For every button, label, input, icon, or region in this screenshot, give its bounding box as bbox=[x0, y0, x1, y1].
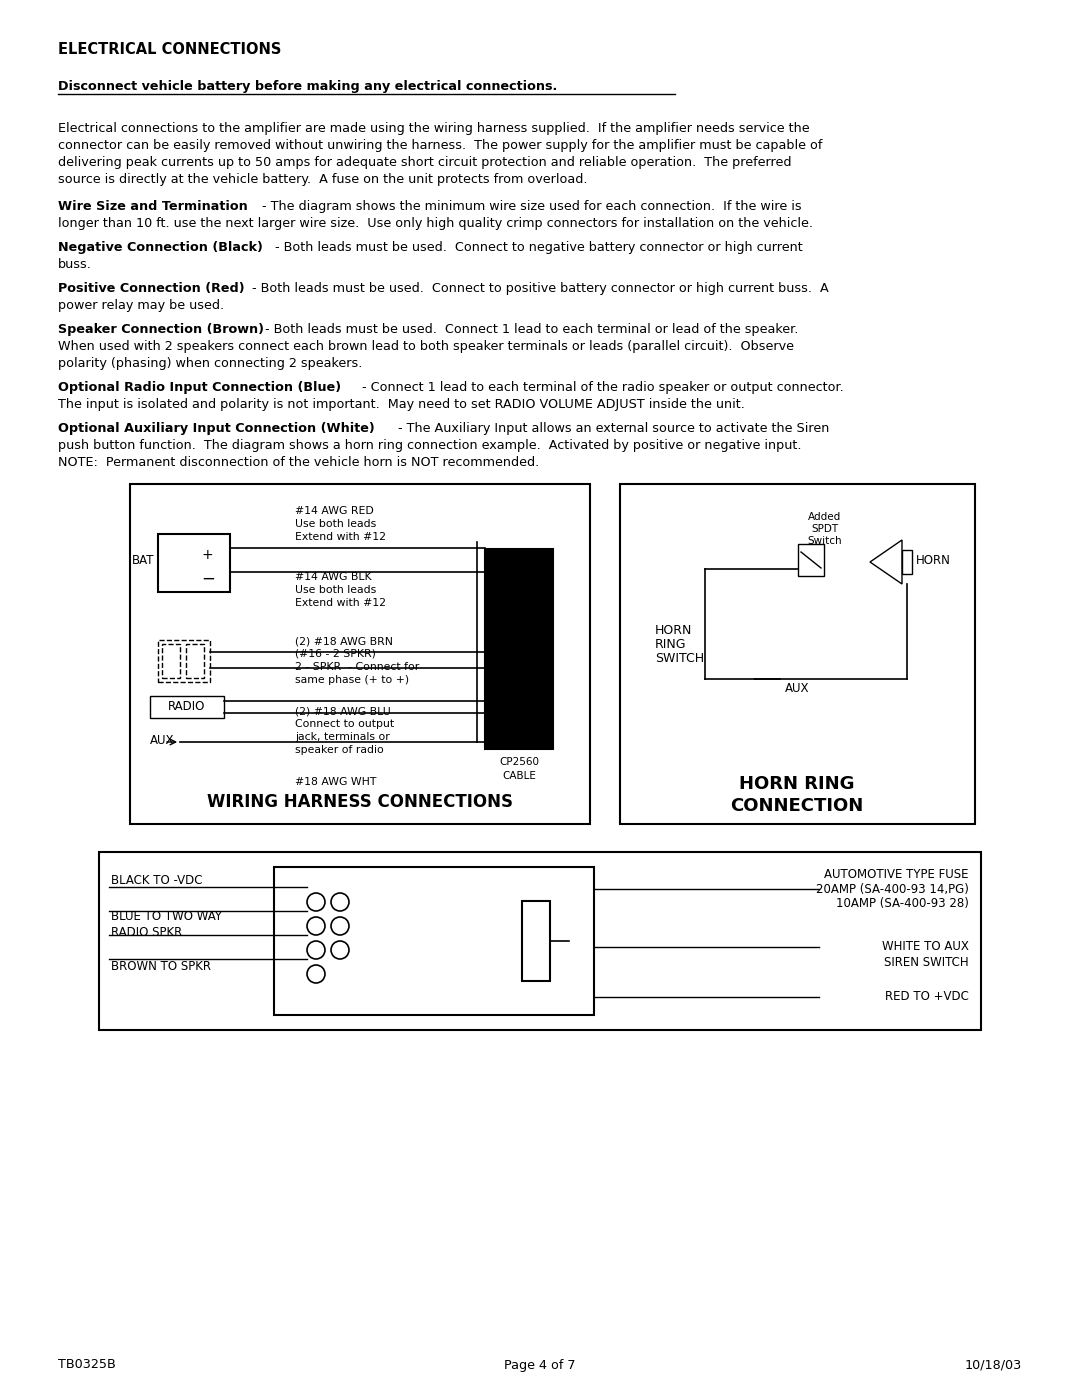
Text: Switch: Switch bbox=[808, 536, 842, 546]
Text: BROWN TO SPKR: BROWN TO SPKR bbox=[111, 961, 211, 974]
Text: AUX: AUX bbox=[150, 733, 175, 746]
Bar bbox=[902, 550, 912, 574]
Text: RED TO +VDC: RED TO +VDC bbox=[886, 990, 969, 1003]
Text: 20AMP (SA-400-93 14,PG): 20AMP (SA-400-93 14,PG) bbox=[816, 883, 969, 895]
Text: Extend with #12: Extend with #12 bbox=[295, 532, 386, 542]
Bar bbox=[274, 868, 594, 1016]
Bar bbox=[158, 640, 210, 682]
Text: 2 - SPKR  - Connect for: 2 - SPKR - Connect for bbox=[295, 662, 419, 672]
Text: RADIO SPKR: RADIO SPKR bbox=[111, 925, 183, 939]
Text: ELECTRICAL CONNECTIONS: ELECTRICAL CONNECTIONS bbox=[58, 42, 282, 57]
Text: 10/18/03: 10/18/03 bbox=[964, 1358, 1022, 1372]
Text: Extend with #12: Extend with #12 bbox=[295, 598, 386, 608]
Text: Connect to output: Connect to output bbox=[295, 719, 394, 729]
Text: CP2560: CP2560 bbox=[499, 757, 539, 767]
Text: RADIO: RADIO bbox=[168, 700, 205, 714]
Text: Speaker Connection (Brown): Speaker Connection (Brown) bbox=[58, 323, 264, 337]
Bar bbox=[485, 549, 553, 749]
Text: SPDT: SPDT bbox=[811, 524, 838, 534]
Text: AUX: AUX bbox=[785, 683, 810, 696]
Text: buss.: buss. bbox=[58, 258, 92, 271]
Text: +: + bbox=[201, 548, 213, 562]
Text: Negative Connection (Black): Negative Connection (Black) bbox=[58, 242, 262, 254]
Text: #14 AWG BLK: #14 AWG BLK bbox=[295, 571, 372, 583]
Text: polarity (phasing) when connecting 2 speakers.: polarity (phasing) when connecting 2 spe… bbox=[58, 358, 363, 370]
Text: - Both leads must be used.  Connect to negative battery connector or high curren: - Both leads must be used. Connect to ne… bbox=[271, 242, 802, 254]
Bar bbox=[186, 644, 204, 678]
Bar bbox=[130, 483, 590, 824]
Bar bbox=[162, 644, 180, 678]
Text: #14 AWG RED: #14 AWG RED bbox=[295, 506, 374, 515]
Text: SWITCH: SWITCH bbox=[654, 652, 704, 665]
Text: power relay may be used.: power relay may be used. bbox=[58, 299, 225, 312]
Text: WHITE TO AUX: WHITE TO AUX bbox=[882, 940, 969, 954]
Text: speaker of radio: speaker of radio bbox=[295, 745, 383, 754]
Text: - Both leads must be used.  Connect 1 lead to each terminal or lead of the speak: - Both leads must be used. Connect 1 lea… bbox=[261, 323, 798, 337]
Text: When used with 2 speakers connect each brown lead to both speaker terminals or l: When used with 2 speakers connect each b… bbox=[58, 339, 794, 353]
Text: Wire Size and Termination: Wire Size and Termination bbox=[58, 200, 247, 212]
Text: RING: RING bbox=[654, 638, 687, 651]
Text: HORN: HORN bbox=[916, 553, 950, 567]
Text: BAT: BAT bbox=[132, 555, 154, 567]
Text: - The Auxiliary Input allows an external source to activate the Siren: - The Auxiliary Input allows an external… bbox=[394, 422, 829, 434]
Text: (2) #18 AWG BRN: (2) #18 AWG BRN bbox=[295, 636, 393, 645]
Text: BLUE TO TWO WAY: BLUE TO TWO WAY bbox=[111, 911, 222, 923]
Text: - Connect 1 lead to each terminal of the radio speaker or output connector.: - Connect 1 lead to each terminal of the… bbox=[357, 381, 843, 394]
Text: same phase (+ to +): same phase (+ to +) bbox=[295, 675, 409, 685]
Text: HORN RING: HORN RING bbox=[739, 775, 854, 793]
Bar bbox=[798, 543, 824, 576]
Text: NOTE:  Permanent disconnection of the vehicle horn is NOT recommended.: NOTE: Permanent disconnection of the veh… bbox=[58, 455, 539, 469]
Text: delivering peak currents up to 50 amps for adequate short circuit protection and: delivering peak currents up to 50 amps f… bbox=[58, 156, 792, 169]
Text: Added: Added bbox=[808, 511, 841, 522]
Text: −: − bbox=[201, 570, 215, 588]
Text: #18 AWG WHT: #18 AWG WHT bbox=[295, 777, 376, 787]
Bar bbox=[620, 483, 975, 824]
Text: CONNECTION: CONNECTION bbox=[730, 798, 864, 814]
Text: Positive Connection (Red): Positive Connection (Red) bbox=[58, 282, 245, 295]
Text: connector can be easily removed without unwiring the harness.  The power supply : connector can be easily removed without … bbox=[58, 138, 822, 152]
Bar bbox=[150, 696, 224, 718]
Text: Page 4 of 7: Page 4 of 7 bbox=[504, 1358, 576, 1372]
Bar bbox=[99, 852, 981, 1030]
Text: Optional Radio Input Connection (Blue): Optional Radio Input Connection (Blue) bbox=[58, 381, 341, 394]
Text: BLACK TO -VDC: BLACK TO -VDC bbox=[111, 873, 203, 887]
Text: Disconnect vehicle battery before making any electrical connections.: Disconnect vehicle battery before making… bbox=[58, 80, 557, 94]
Text: The input is isolated and polarity is not important.  May need to set RADIO VOLU: The input is isolated and polarity is no… bbox=[58, 398, 745, 411]
Text: (2) #18 AWG BLU: (2) #18 AWG BLU bbox=[295, 705, 391, 717]
Text: push button function.  The diagram shows a horn ring connection example.  Activa: push button function. The diagram shows … bbox=[58, 439, 801, 453]
Bar bbox=[522, 901, 550, 981]
Text: Optional Auxiliary Input Connection (White): Optional Auxiliary Input Connection (Whi… bbox=[58, 422, 375, 434]
Text: SIREN SWITCH: SIREN SWITCH bbox=[885, 956, 969, 968]
Text: Electrical connections to the amplifier are made using the wiring harness suppli: Electrical connections to the amplifier … bbox=[58, 122, 810, 136]
Text: 10AMP (SA-400-93 28): 10AMP (SA-400-93 28) bbox=[836, 897, 969, 911]
Bar bbox=[158, 534, 230, 592]
Text: - The diagram shows the minimum wire size used for each connection.  If the wire: - The diagram shows the minimum wire siz… bbox=[258, 200, 801, 212]
Text: jack, terminals or: jack, terminals or bbox=[295, 732, 390, 742]
Text: AUTOMOTIVE TYPE FUSE: AUTOMOTIVE TYPE FUSE bbox=[824, 868, 969, 880]
Text: (#16 - 2 SPKR): (#16 - 2 SPKR) bbox=[295, 650, 376, 659]
Text: Use both leads: Use both leads bbox=[295, 585, 376, 595]
Text: HORN: HORN bbox=[654, 624, 692, 637]
Text: TB0325B: TB0325B bbox=[58, 1358, 116, 1372]
Text: CABLE: CABLE bbox=[502, 771, 536, 781]
Text: longer than 10 ft. use the next larger wire size.  Use only high quality crimp c: longer than 10 ft. use the next larger w… bbox=[58, 217, 813, 231]
Text: source is directly at the vehicle battery.  A fuse on the unit protects from ove: source is directly at the vehicle batter… bbox=[58, 173, 588, 186]
Text: - Both leads must be used.  Connect to positive battery connector or high curren: - Both leads must be used. Connect to po… bbox=[248, 282, 828, 295]
Text: Use both leads: Use both leads bbox=[295, 520, 376, 529]
Text: WIRING HARNESS CONNECTIONS: WIRING HARNESS CONNECTIONS bbox=[207, 793, 513, 812]
Polygon shape bbox=[870, 541, 902, 584]
